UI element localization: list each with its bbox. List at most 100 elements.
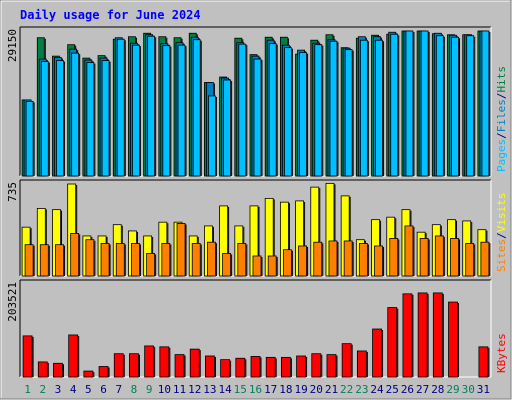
x-tick-label: 26	[401, 383, 414, 396]
x-tick-label: 4	[70, 383, 77, 396]
panel-2: 735 Sites/Visits	[6, 179, 508, 277]
bar-kbytes-day-29	[448, 301, 458, 378]
bar-sites-day-24	[374, 245, 383, 277]
y-axis-label: KBytes	[495, 333, 508, 373]
x-tick-label: 27	[416, 383, 429, 396]
bar-kbytes-day-14	[220, 359, 231, 378]
bar-kbytes-day-12	[189, 348, 200, 378]
bar-sites-day-29	[450, 238, 459, 277]
bar-pages-day-28	[435, 35, 444, 177]
x-tick-label: 14	[218, 383, 232, 396]
y-axis-label: Sites/Visits	[495, 193, 508, 273]
bar-pages-day-31	[481, 30, 490, 177]
chart-title: Daily usage for June 2024	[20, 8, 201, 22]
bar-pages-day-30	[466, 35, 475, 177]
bar-pages-day-9	[147, 35, 156, 177]
y-axis-label-part: /	[495, 132, 508, 139]
y-axis-label-part: Hits	[495, 66, 508, 93]
bar-sites-day-28	[434, 235, 444, 277]
bar-sites-day-9	[146, 253, 156, 277]
x-tick-label: 8	[131, 383, 138, 396]
bar-kbytes-day-16	[250, 356, 261, 378]
x-tick-label: 6	[100, 383, 107, 396]
x-tick-label: 16	[249, 383, 262, 396]
bar-sites-day-25	[389, 238, 399, 277]
bar-sites-day-30	[465, 243, 475, 277]
bar-sites-day-23	[358, 243, 368, 277]
x-tick-label: 24	[370, 383, 384, 396]
bar-pages-day-15	[238, 43, 247, 177]
bar-sites-day-11	[176, 223, 186, 277]
x-tick-label: 5	[85, 383, 92, 396]
x-tick-label: 13	[203, 383, 216, 396]
bar-pages-day-25	[390, 33, 399, 177]
bar-pages-day-19	[299, 52, 307, 177]
y-axis-label-part: KBytes	[495, 333, 508, 373]
bar-pages-day-29	[451, 36, 459, 177]
bar-sites-day-8	[131, 243, 140, 277]
bar-pages-day-10	[162, 45, 171, 177]
bar-sites-day-15	[237, 243, 247, 277]
x-tick-label: 20	[310, 383, 323, 396]
bar-pages-day-21	[329, 40, 338, 177]
bar-kbytes-day-3	[53, 362, 63, 378]
bar-sites-day-20	[313, 241, 323, 277]
bar-pages-day-11	[177, 44, 186, 177]
bar-pages-day-17	[268, 43, 277, 177]
y-max-label: 203521	[6, 282, 19, 322]
bar-kbytes-day-13	[205, 355, 215, 378]
bar-pages-day-16	[253, 58, 262, 177]
bar-kbytes-day-7	[113, 353, 124, 378]
bar-kbytes-day-28	[432, 292, 443, 378]
bar-sites-day-16	[252, 255, 262, 277]
bar-pages-day-7	[116, 38, 125, 177]
bar-pages-day-6	[101, 60, 110, 177]
bar-kbytes-day-17	[265, 356, 276, 378]
bar-pages-day-26	[405, 30, 414, 177]
bar-pages-day-20	[314, 44, 323, 177]
bar-kbytes-day-1	[22, 335, 33, 378]
bar-kbytes-day-9	[144, 345, 155, 378]
x-tick-label: 3	[55, 383, 62, 396]
bar-kbytes-day-22	[341, 343, 352, 378]
x-tick-label: 18	[279, 383, 292, 396]
x-tick-label: 29	[446, 383, 459, 396]
bar-sites-day-3	[55, 244, 64, 277]
bar-pages-day-4	[71, 52, 80, 177]
x-tick-label: 11	[173, 383, 186, 396]
bar-sites-day-5	[85, 239, 95, 277]
bar-sites-day-22	[343, 240, 353, 277]
bar-kbytes-day-11	[174, 354, 185, 378]
x-tick-label: 25	[386, 383, 399, 396]
bar-kbytes-day-2	[37, 361, 48, 378]
bar-kbytes-day-23	[356, 350, 367, 378]
bar-sites-day-7	[115, 243, 125, 277]
bar-kbytes-day-5	[83, 370, 94, 378]
bar-sites-day-31	[480, 241, 490, 277]
bar-sites-day-21	[328, 240, 338, 277]
x-tick-label: 1	[24, 383, 31, 396]
y-axis-label-part: Visits	[495, 193, 508, 233]
y-max-label: 735	[6, 182, 19, 202]
bar-sites-day-6	[100, 243, 110, 277]
bar-kbytes-day-31	[478, 346, 489, 378]
bar-kbytes-day-26	[402, 293, 413, 378]
bar-sites-day-26	[404, 225, 414, 277]
bar-kbytes-day-8	[129, 353, 139, 378]
bar-kbytes-day-10	[159, 346, 170, 378]
bar-kbytes-day-25	[387, 307, 398, 378]
bar-kbytes-day-24	[372, 328, 382, 378]
x-tick-label: 12	[188, 383, 201, 396]
bar-sites-day-27	[419, 238, 429, 277]
bar-pages-day-13	[208, 95, 216, 177]
y-axis-label-part: Files	[495, 99, 508, 132]
x-tick-label: 19	[294, 383, 307, 396]
y-axis-label-part: /	[495, 93, 508, 100]
y-axis-label: Pages/Files/Hits	[495, 66, 508, 172]
bar-kbytes-day-15	[235, 357, 246, 378]
bar-pages-day-14	[223, 79, 232, 177]
bar-kbytes-day-27	[417, 292, 428, 378]
bar-sites-day-4	[70, 233, 80, 277]
bar-sites-day-17	[267, 255, 277, 277]
x-tick-label: 15	[234, 383, 247, 396]
